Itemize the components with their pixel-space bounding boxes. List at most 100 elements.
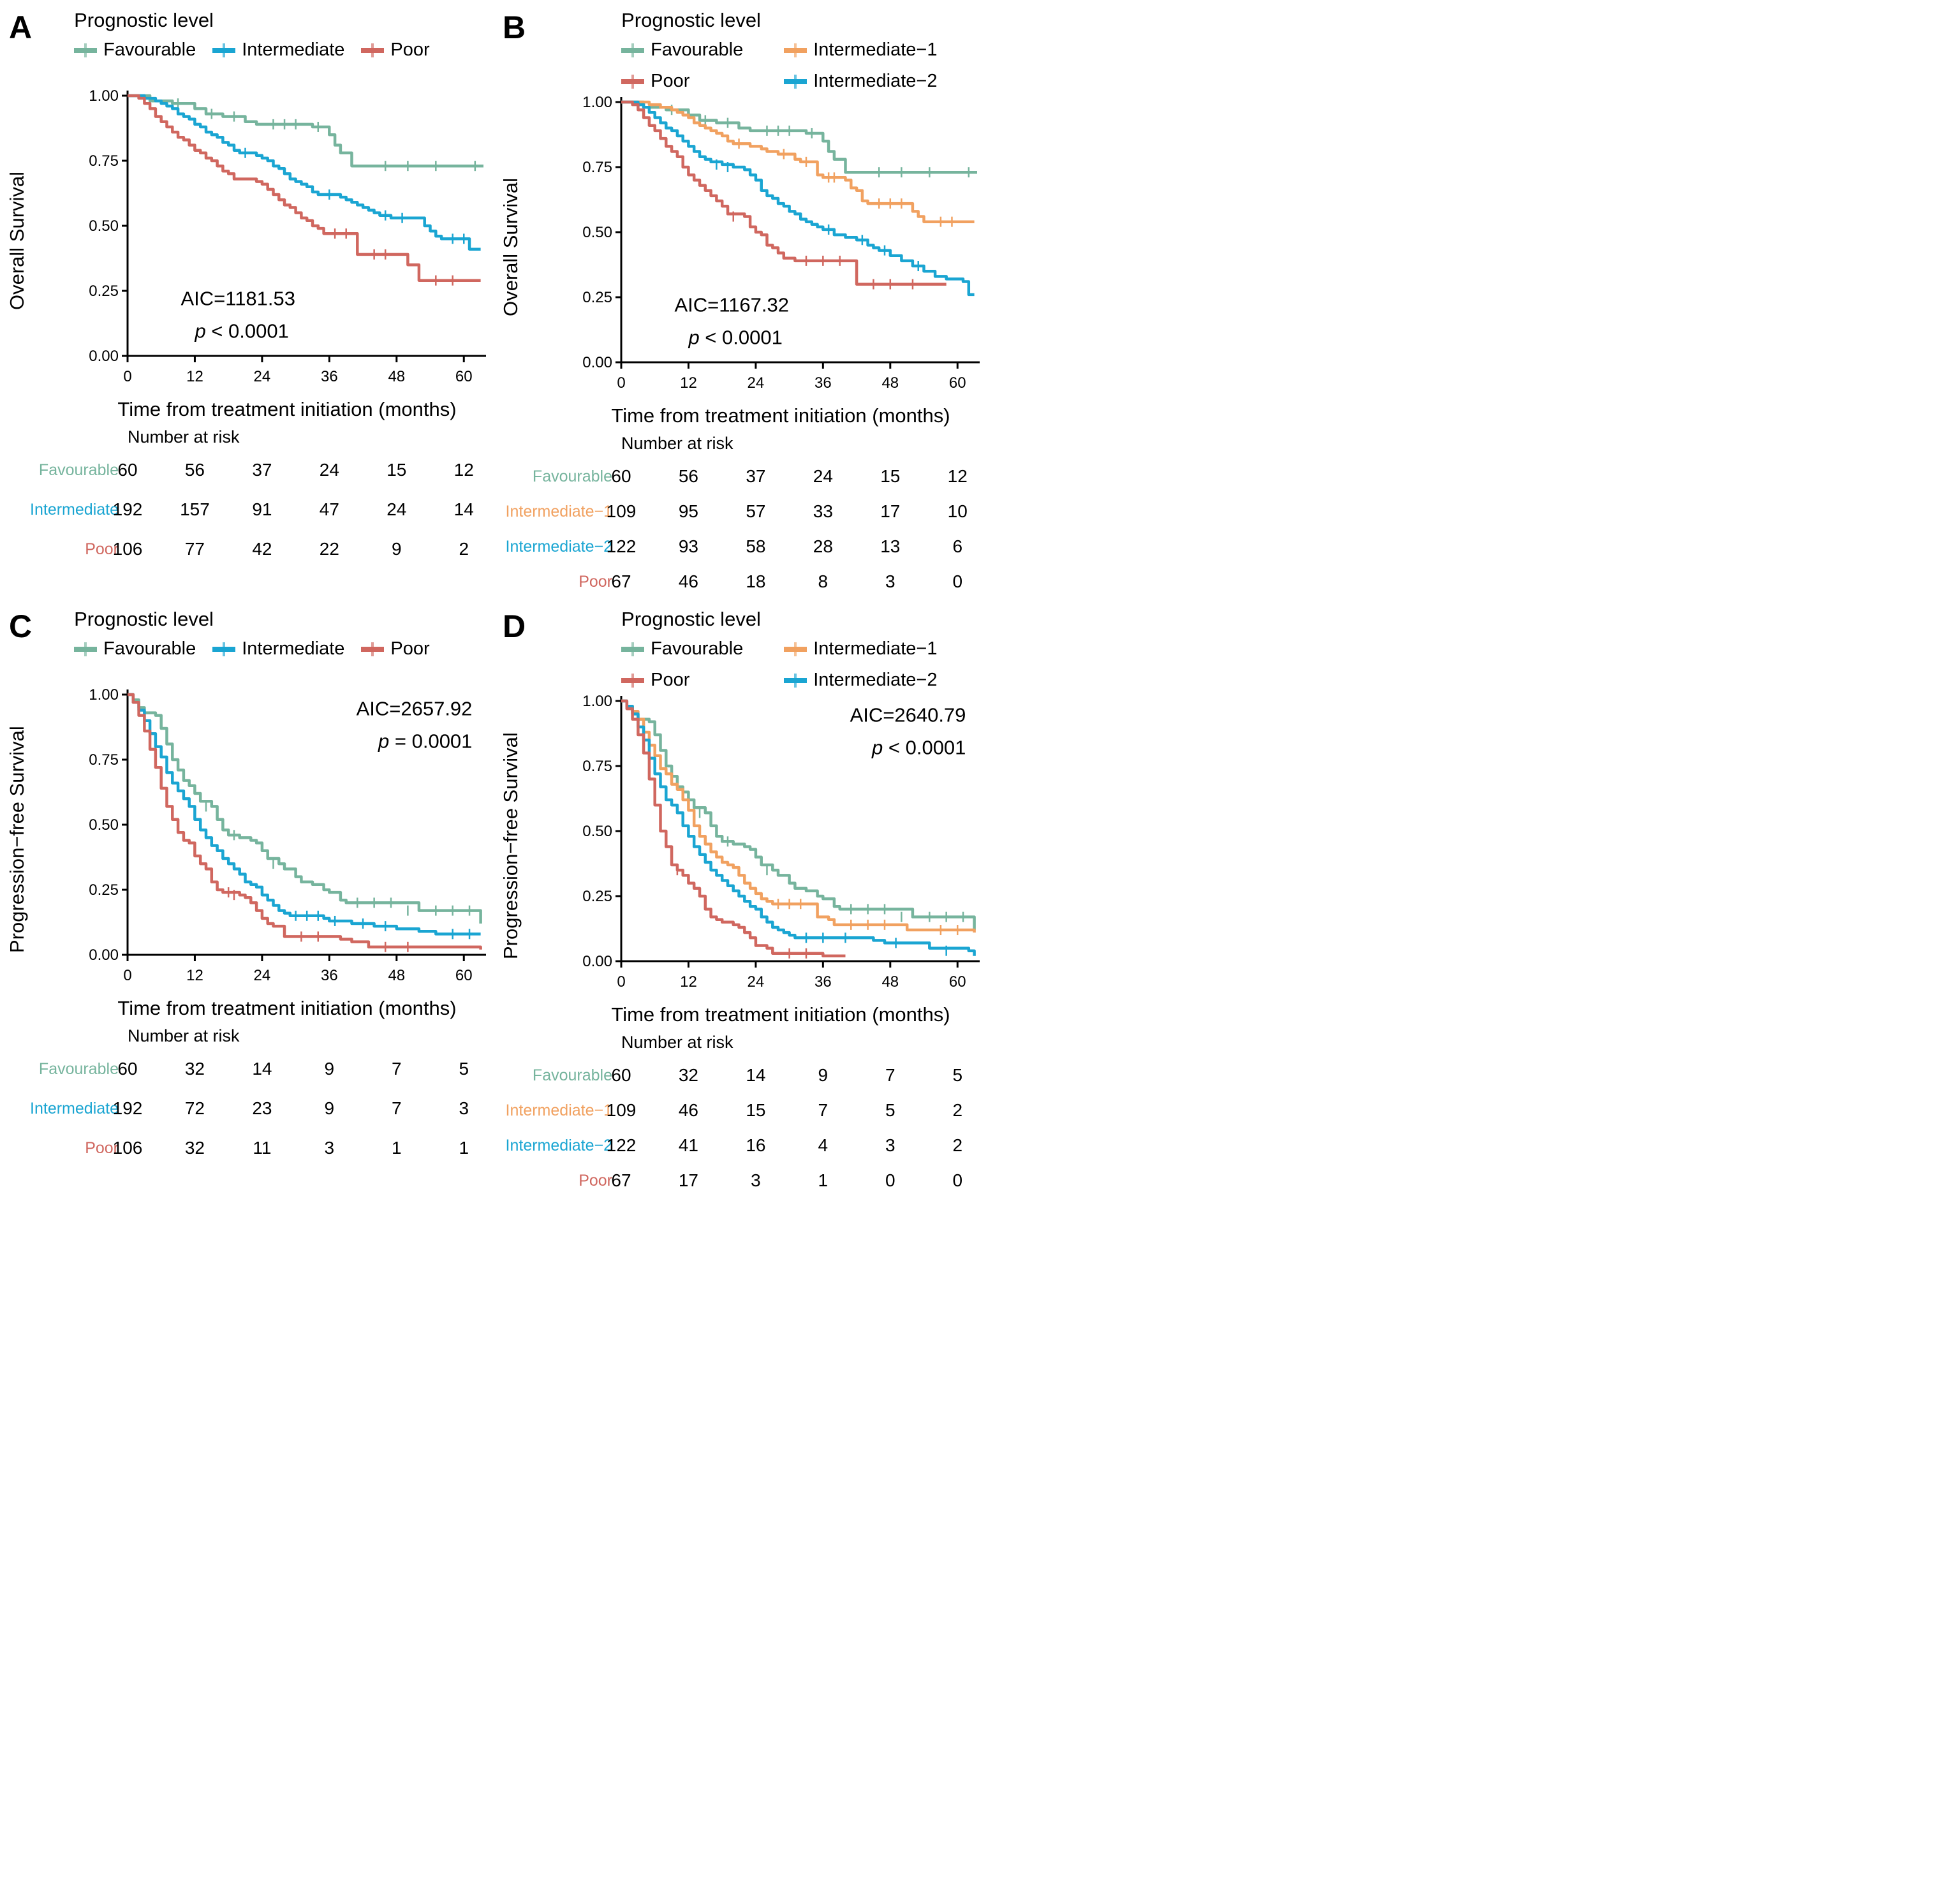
x-tick-label: 48	[881, 374, 899, 392]
risk-row-label: Favourable	[532, 468, 612, 485]
risk-value: 22	[319, 539, 339, 559]
panel-b-header: B Prognostic level Favourable Intermediat…	[494, 4, 987, 92]
risk-row-label: Poor	[85, 540, 119, 558]
risk-value: 91	[252, 499, 272, 519]
x-tick-label: 12	[680, 973, 697, 991]
aic-annotation: AIC=2640.79	[850, 704, 966, 726]
risk-value: 106	[112, 539, 143, 559]
risk-value: 122	[606, 536, 637, 556]
legend-item-label: Favourable	[103, 40, 196, 60]
risk-row-label: Poor	[578, 573, 612, 591]
aic-annotation: AIC=1167.32	[674, 293, 789, 316]
y-tick-label: 0.25	[89, 283, 119, 300]
legend-item-label: Favourable	[651, 40, 744, 60]
risk-value: 0	[952, 571, 963, 591]
x-tick-label: 0	[123, 368, 131, 385]
risk-value: 41	[678, 1135, 699, 1155]
x-tick-label: 60	[949, 973, 966, 991]
risk-value: 3	[751, 1170, 761, 1190]
legend-items: Favourable Intermediate Poor	[74, 638, 430, 659]
km-line-key-icon	[784, 74, 807, 89]
risk-value: 15	[746, 1100, 766, 1120]
legend-item-label: Intermediate−1	[813, 40, 938, 60]
x-tick-label: 60	[455, 967, 473, 984]
x-tick-label: 0	[617, 973, 625, 991]
km-line-key-icon	[621, 642, 645, 656]
curve-Intermediate−2	[621, 100, 975, 297]
curve-Favourable	[128, 94, 483, 168]
risk-value: 24	[813, 466, 833, 486]
risk-value: 0	[885, 1170, 895, 1190]
x-axis-label: Time from treatment initiation (months)	[611, 1003, 950, 1026]
p-value-annotation: p = 0.0001	[378, 730, 472, 753]
legend-item: Favourable	[74, 638, 196, 659]
legend-item-label: Poor	[651, 71, 690, 91]
risk-table-body: Favourable 60 32 14 9 7 5 Intermediate−1 109 46 15…	[494, 1057, 987, 1198]
risk-value: 60	[611, 1065, 631, 1085]
risk-value: 14	[252, 1059, 272, 1079]
km-line-key-icon	[784, 642, 807, 656]
legend-item: Intermediate−1	[784, 638, 937, 659]
km-line-key-icon	[212, 43, 236, 57]
risk-value: 11	[253, 1138, 272, 1158]
km-line-key-icon	[784, 43, 807, 57]
risk-row-label: Favourable	[38, 1060, 119, 1078]
x-tick-label: 36	[814, 973, 832, 991]
y-tick-label: 0.50	[89, 217, 119, 235]
km-chart-a: 1.00 0.75 0.50 0.25 0.000 12 24 36 48 60 AIC=1181.…	[89, 87, 486, 385]
risk-value: 5	[459, 1059, 469, 1079]
risk-value: 7	[818, 1100, 829, 1120]
x-tick-label: 36	[321, 368, 338, 385]
risk-value: 56	[678, 466, 699, 486]
legend-block: Prognostic level Favourable Intermediate−…	[621, 9, 937, 92]
risk-value: 3	[885, 1135, 895, 1155]
risk-table-title: Number at risk	[128, 427, 240, 446]
y-tick-label: 1.00	[582, 94, 612, 111]
risk-value: 47	[319, 499, 339, 519]
risk-value: 67	[611, 1170, 631, 1190]
risk-value: 192	[112, 499, 143, 519]
risk-value: 57	[746, 501, 766, 521]
risk-row-label: Favourable	[532, 1066, 612, 1084]
panel-a-header: A Prognostic level Favourable Intermediat…	[0, 4, 494, 85]
legend-item: Favourable	[621, 40, 743, 61]
risk-value: 18	[746, 571, 766, 591]
risk-value: 17	[678, 1170, 699, 1190]
risk-table: Number at risk Favourable 60 32 14 9 7 5 Interm…	[0, 1026, 494, 1170]
risk-row-label: Favourable	[38, 461, 119, 479]
x-tick-label: 60	[949, 374, 966, 392]
risk-row: Favourable 60 32 14 9 7 5	[0, 1051, 494, 1091]
x-tick-label: 60	[455, 368, 473, 385]
risk-value: 9	[818, 1065, 829, 1085]
y-tick-label: 0.75	[582, 758, 612, 775]
legend-item-label: Poor	[390, 40, 430, 60]
risk-value: 2	[952, 1100, 963, 1120]
km-line-key-icon	[361, 642, 385, 656]
risk-table-body: Favourable 60 32 14 9 7 5 Intermediate 192 72 23 9 7…	[0, 1051, 494, 1170]
km-chart-d: 1.00 0.75 0.50 0.25 0.00 0 12 24 36 48 60 AIC=2640.…	[582, 693, 980, 991]
x-tick-label: 12	[186, 368, 203, 385]
risk-table: Number at risk Favourable 60 56 37 24 15 12 Int…	[494, 434, 987, 599]
risk-value: 10	[947, 501, 968, 521]
risk-value: 12	[947, 466, 968, 486]
risk-value: 1	[818, 1170, 829, 1190]
risk-value: 56	[184, 460, 205, 480]
risk-table: Number at risk Favourable 60 32 14 9 7 5 Interm…	[494, 1033, 987, 1198]
legend-title: Prognostic level	[621, 9, 761, 31]
legend-title: Prognostic level	[74, 9, 214, 31]
risk-value: 12	[453, 460, 474, 480]
panel-letter: B	[503, 10, 526, 45]
risk-value: 9	[391, 539, 402, 559]
curve-Poor	[621, 100, 947, 286]
risk-value: 9	[324, 1098, 335, 1118]
x-axis-label: Time from treatment initiation (months)	[117, 997, 457, 1019]
legend-block: Prognostic level Favourable Intermediate P…	[74, 608, 430, 659]
legend-item: Intermediate	[212, 638, 344, 659]
aic-annotation: AIC=2657.92	[357, 698, 473, 720]
risk-table: Number at risk Favourable 60 56 37 24 15 12 Int…	[0, 427, 494, 571]
risk-row: Poor 106 77 42 22 9 2	[0, 531, 494, 571]
risk-row: Favourable 60 56 37 24 15 12	[494, 459, 987, 494]
km-line-key-icon	[74, 642, 98, 656]
risk-value: 2	[952, 1135, 963, 1155]
risk-value: 46	[678, 571, 699, 591]
